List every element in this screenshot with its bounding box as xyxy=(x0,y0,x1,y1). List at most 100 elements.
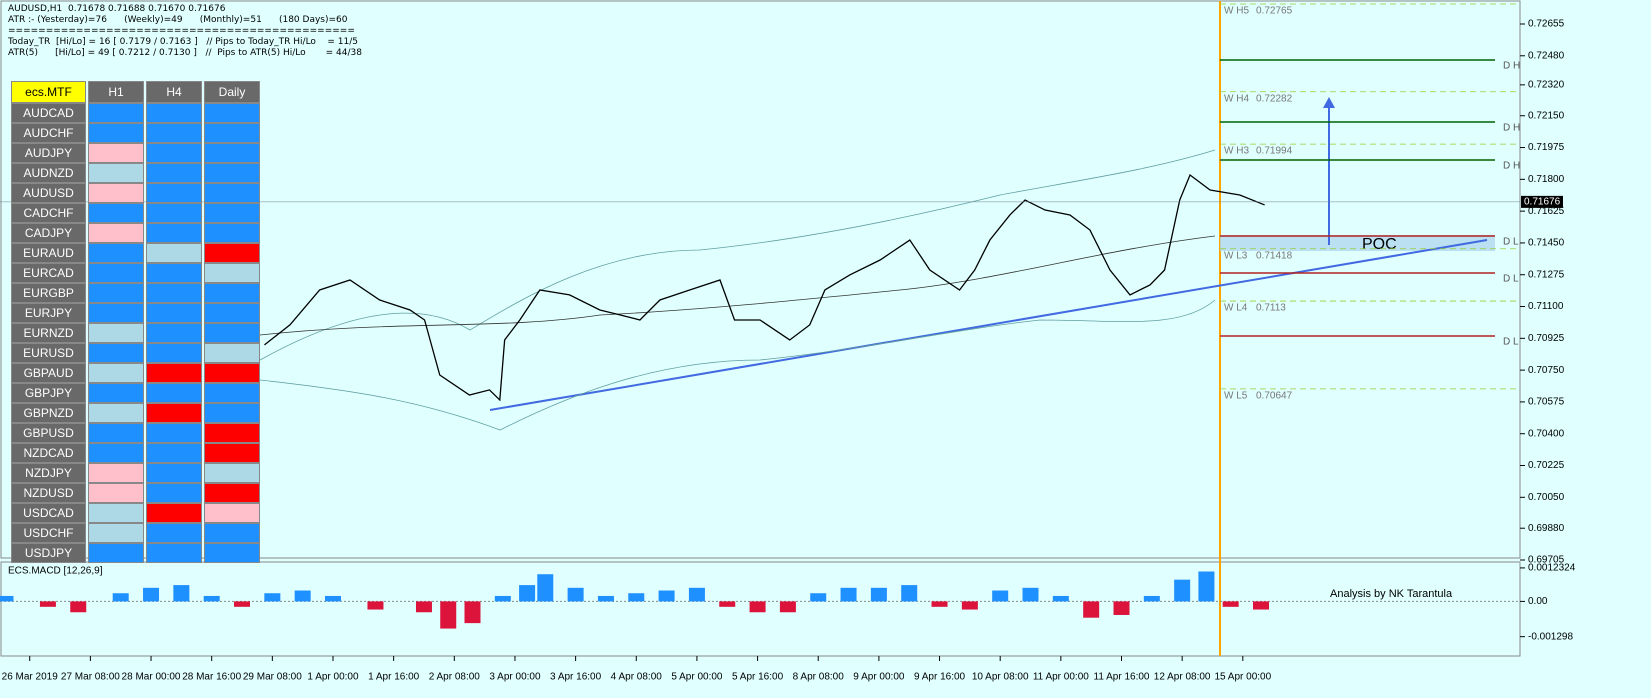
x-tick-label: 3 Apr 00:00 xyxy=(489,672,541,683)
level-name: W H4 xyxy=(1224,93,1249,104)
macd-frame xyxy=(0,561,1521,657)
signal-cell xyxy=(204,423,260,443)
histogram-bar xyxy=(494,595,511,602)
y-tick-label: 0.70750 xyxy=(1528,365,1565,376)
column-header: Daily xyxy=(204,81,260,103)
y-tick-label: 0.0012324 xyxy=(1528,563,1576,574)
level-name: W L4 xyxy=(1224,303,1248,314)
table-row: USDCAD xyxy=(11,503,260,523)
signal-cell xyxy=(88,143,144,163)
histogram-bar xyxy=(519,585,536,602)
signal-cell xyxy=(88,203,144,223)
last-price-box xyxy=(1521,195,1563,208)
histogram-bar xyxy=(1052,595,1069,602)
table-row: EURNZD xyxy=(11,323,260,343)
histogram-bar xyxy=(931,601,948,607)
table-row: NZDCAD xyxy=(11,443,260,463)
macd-title: ECS.MACD [12,26,9] xyxy=(8,566,103,577)
table-row: EURGBP xyxy=(11,283,260,303)
histogram-bar xyxy=(719,601,736,607)
table-row: USDCHF xyxy=(11,523,260,543)
signal-cell xyxy=(146,223,202,243)
last-price-label: 0.71676 xyxy=(1524,197,1561,208)
histogram-bar xyxy=(440,601,457,629)
signal-cell xyxy=(146,403,202,423)
y-tick-label: 0.72150 xyxy=(1528,110,1565,121)
histogram-bar xyxy=(597,595,614,602)
signal-cell xyxy=(146,383,202,403)
level-price: 0.70647 xyxy=(1256,390,1293,401)
signal-cell xyxy=(88,183,144,203)
signal-cell xyxy=(204,123,260,143)
y-tick-label: 0.69880 xyxy=(1528,523,1565,534)
table-row: AUDNZD xyxy=(11,163,260,183)
signal-cell xyxy=(88,243,144,263)
signal-cell xyxy=(146,283,202,303)
poc-label: POC xyxy=(1362,236,1397,253)
histogram-bar xyxy=(1083,601,1100,618)
signal-cell xyxy=(88,323,144,343)
signal-cell xyxy=(204,503,260,523)
signal-cell xyxy=(146,363,202,383)
histogram-bar xyxy=(143,587,160,602)
x-tick-label: 10 Apr 08:00 xyxy=(972,672,1029,683)
table-row: EURCAD xyxy=(11,263,260,283)
signal-cell xyxy=(88,163,144,183)
signal-cell xyxy=(88,223,144,243)
signal-cell xyxy=(204,203,260,223)
level-name: W L3 xyxy=(1224,250,1248,261)
pair-name: EURCAD xyxy=(11,263,86,283)
signal-cell xyxy=(204,383,260,403)
pair-name: EURGBP xyxy=(11,283,86,303)
signal-cell xyxy=(204,283,260,303)
y-tick-label: 0.71275 xyxy=(1528,269,1565,280)
table-row: AUDCAD xyxy=(11,103,260,123)
pair-name: EURAUD xyxy=(11,243,86,263)
signal-cell xyxy=(204,323,260,343)
histogram-bar xyxy=(203,595,220,602)
header-line: ATR(5) [Hi/Lo] = 49 [ 0.7212 / 0.7130 ] … xyxy=(8,48,362,58)
signal-cell xyxy=(204,543,260,563)
level-price: 0.72765 xyxy=(1256,6,1293,17)
y-tick-label: 0.71975 xyxy=(1528,142,1565,153)
signal-cell xyxy=(146,463,202,483)
level-name: W H3 xyxy=(1224,146,1249,157)
signal-cell xyxy=(204,143,260,163)
pair-name: AUDNZD xyxy=(11,163,86,183)
histogram-bar xyxy=(810,593,827,602)
histogram-bar xyxy=(658,590,675,602)
histogram-bar xyxy=(415,601,432,613)
daily-level-label: D H xyxy=(1503,123,1520,134)
main-frame xyxy=(0,0,1521,559)
signal-cell xyxy=(88,543,144,563)
signal-cell xyxy=(204,363,260,383)
histogram-bar xyxy=(464,601,481,624)
pair-name: AUDUSD xyxy=(11,183,86,203)
signal-cell xyxy=(88,463,144,483)
signal-cell xyxy=(146,243,202,263)
daily-level-label: D H xyxy=(1503,61,1520,72)
signal-cell xyxy=(88,443,144,463)
daily-level-label: D L xyxy=(1503,274,1519,285)
signal-cell xyxy=(88,423,144,443)
table-row: NZDJPY xyxy=(11,463,260,483)
signal-cell xyxy=(146,343,202,363)
signal-cell xyxy=(146,163,202,183)
pair-name: USDCAD xyxy=(11,503,86,523)
y-tick-label: 0.71450 xyxy=(1528,238,1565,249)
histogram-bar xyxy=(1174,579,1191,602)
table-row: EURJPY xyxy=(11,303,260,323)
signal-cell xyxy=(204,483,260,503)
table-row: GBPJPY xyxy=(11,383,260,403)
signal-cell xyxy=(146,423,202,443)
histogram-bar xyxy=(0,595,14,602)
signal-cell xyxy=(204,523,260,543)
histogram-bar xyxy=(901,585,918,602)
histogram-bar xyxy=(1113,601,1130,615)
table-row: NZDUSD xyxy=(11,483,260,503)
signal-cell xyxy=(88,503,144,523)
histogram-bar xyxy=(961,601,978,610)
histogram-bar xyxy=(628,593,645,602)
header: AUDUSD,H1 0.71678 0.71688 0.71670 0.7167… xyxy=(8,4,362,59)
